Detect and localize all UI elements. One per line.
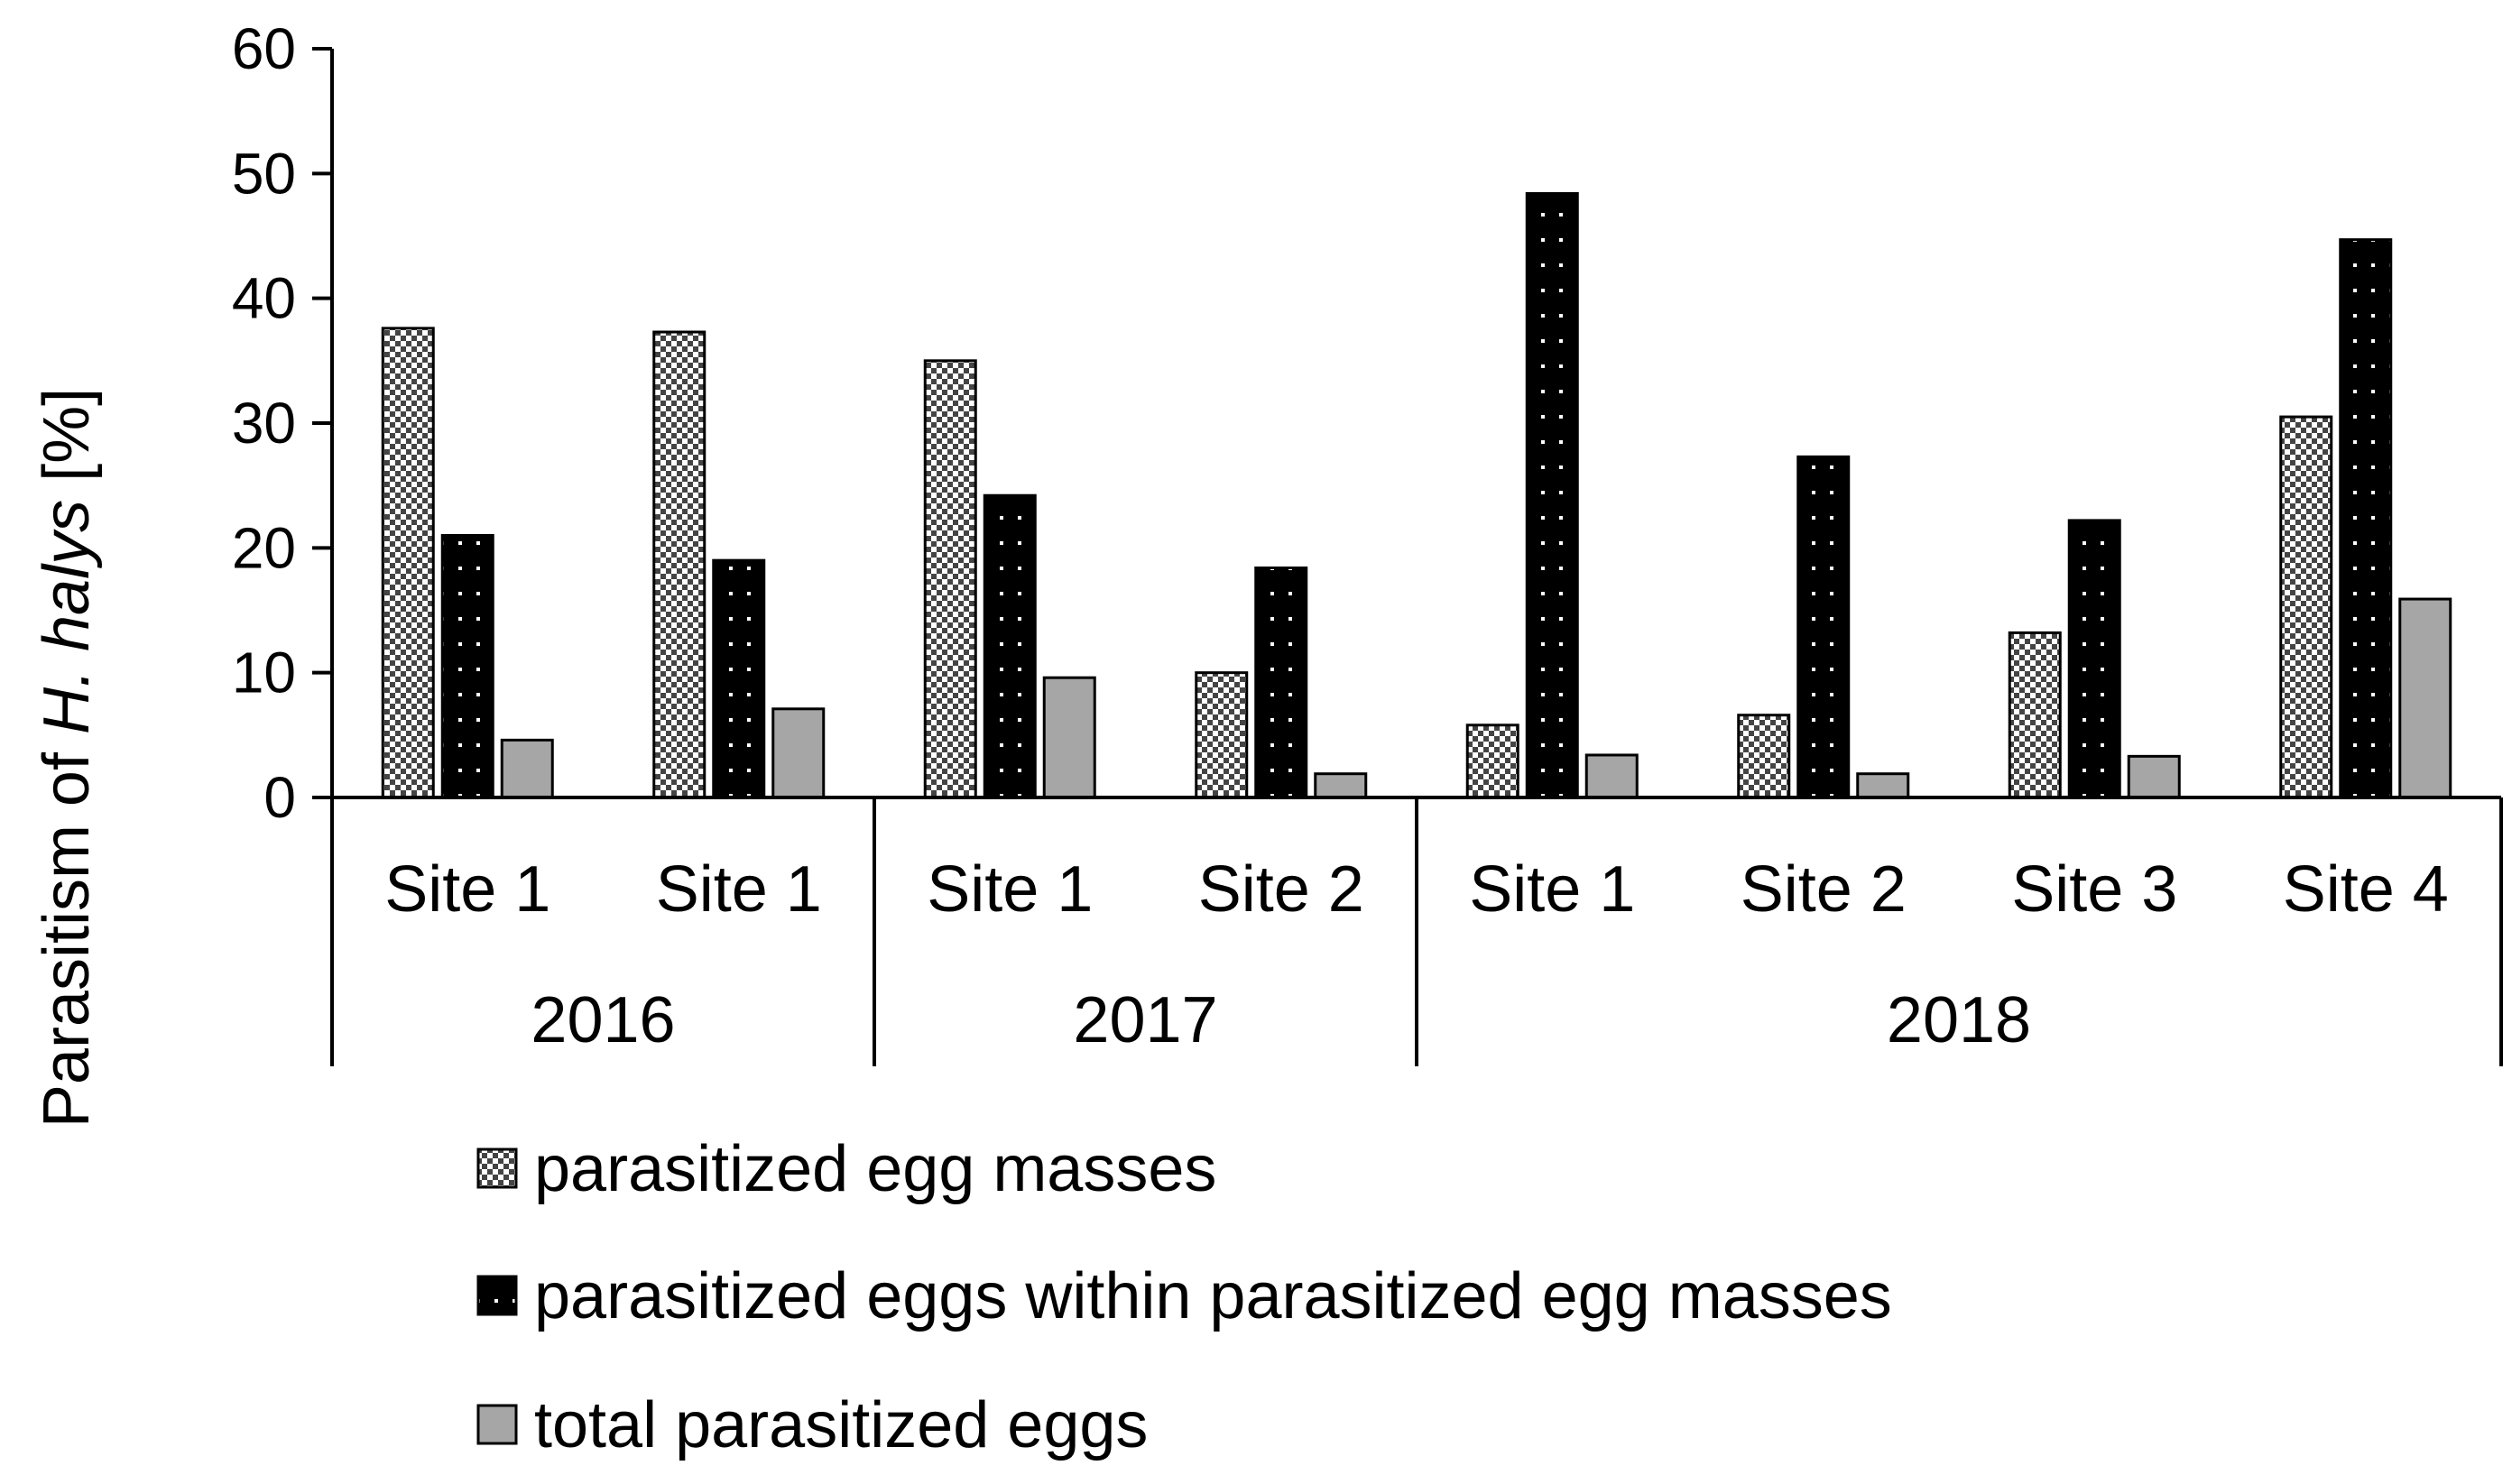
- bar-dots-6: [1796, 455, 1851, 799]
- y-tick-label: 40: [232, 266, 296, 331]
- x-category-label: Site 4: [2283, 853, 2449, 926]
- legend-swatch-gray: [476, 1404, 518, 1445]
- y-axis-title: Parasitism of H. halys [%]: [31, 388, 103, 1128]
- x-category-label: Site 3: [2011, 853, 2177, 926]
- x-category-label: Site 1: [656, 853, 822, 926]
- bar-gray-4: [1314, 772, 1368, 799]
- y-tick-label: 30: [232, 391, 296, 456]
- legend-swatch-checker: [476, 1148, 518, 1189]
- bar-dots-7: [2067, 519, 2121, 799]
- bar-gray-3: [1042, 676, 1096, 799]
- bar-dots-5: [1525, 191, 1579, 799]
- x-category-label: Site 1: [1469, 853, 1635, 926]
- bar-dots-1: [440, 534, 494, 799]
- x-category-label: Site 2: [1198, 853, 1364, 926]
- x-category-label: Site 1: [384, 853, 550, 926]
- x-group-label-2018: 2018: [1887, 984, 2031, 1056]
- bar-checker-5: [1465, 724, 1519, 799]
- bar-gray-1: [500, 738, 554, 799]
- bar-checker-4: [1195, 671, 1249, 799]
- bar-gray-8: [2398, 597, 2452, 799]
- y-tick-label: 10: [232, 641, 296, 705]
- bar-checker-7: [2008, 631, 2062, 799]
- bar-gray-5: [1584, 753, 1639, 799]
- x-group-label-2016: 2016: [531, 984, 675, 1056]
- y-tick-label: 50: [232, 141, 296, 206]
- legend-swatch-dots: [476, 1275, 518, 1316]
- y-tick-label: 20: [232, 515, 296, 580]
- legend-label: parasitized eggs within parasitized egg …: [534, 1260, 1892, 1332]
- bar-dots-2: [712, 558, 766, 799]
- x-category-label: Site 2: [1741, 853, 1907, 926]
- bar-checker-2: [652, 330, 706, 799]
- legend-label: parasitized egg masses: [534, 1133, 1216, 1205]
- bar-checker-1: [381, 327, 435, 799]
- bar-checker-8: [2279, 415, 2333, 799]
- y-tick-label: 0: [263, 765, 296, 830]
- x-group-label-2017: 2017: [1073, 984, 1217, 1056]
- bar-dots-4: [1254, 566, 1308, 799]
- bar-gray-6: [1856, 772, 1910, 799]
- bar-dots-8: [2339, 238, 2393, 799]
- bar-gray-2: [771, 707, 826, 799]
- bar-dots-3: [983, 493, 1037, 799]
- bar-checker-3: [923, 359, 977, 799]
- bar-checker-6: [1737, 714, 1791, 799]
- y-tick-label: 60: [232, 16, 296, 81]
- x-category-label: Site 1: [927, 853, 1093, 926]
- legend-label: total parasitized eggs: [534, 1389, 1148, 1461]
- bar-gray-7: [2127, 754, 2181, 799]
